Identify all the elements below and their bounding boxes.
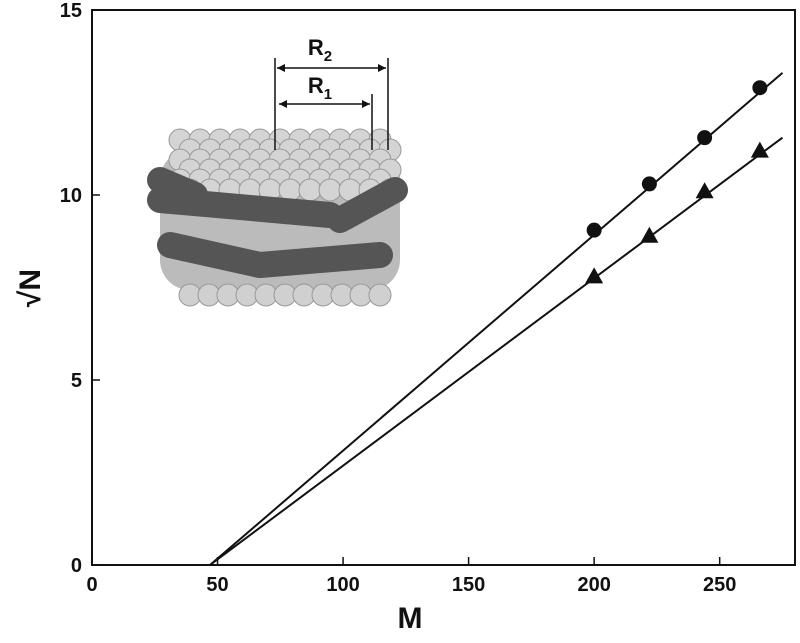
- x-tick-label: 100: [326, 574, 359, 596]
- x-tick-label: 150: [452, 574, 485, 596]
- arrowhead: [279, 100, 287, 108]
- arrowhead: [362, 100, 370, 108]
- lipid-head: [298, 178, 322, 202]
- arrowhead: [378, 64, 386, 72]
- fit-line: [209, 136, 784, 566]
- x-tick-label: 250: [703, 574, 736, 596]
- y-tick-label: 10: [60, 185, 82, 207]
- inset-illustration: [147, 58, 408, 307]
- x-axis-label: M: [398, 602, 423, 635]
- point: [640, 226, 659, 243]
- helix: [157, 232, 273, 278]
- inset-label: R1: [308, 73, 332, 103]
- label-base: R: [308, 35, 324, 60]
- x-tick-label: 200: [577, 574, 610, 596]
- x-tick-label: 50: [206, 574, 228, 596]
- point: [695, 182, 714, 199]
- helix: [247, 242, 393, 278]
- fit-line: [209, 72, 784, 566]
- point: [641, 176, 657, 192]
- label-sub: 1: [324, 86, 332, 103]
- point: [586, 222, 602, 238]
- lipid-head: [368, 283, 392, 307]
- arrowhead: [277, 64, 285, 72]
- helix: [327, 177, 408, 233]
- point: [585, 267, 604, 284]
- point: [697, 130, 713, 146]
- x-tick-label: 0: [86, 574, 97, 596]
- point: [752, 80, 768, 96]
- inset-label: R2: [308, 35, 332, 65]
- label-sub: 2: [324, 48, 332, 65]
- lipid-head: [318, 178, 342, 202]
- y-tick-label: 5: [71, 370, 82, 392]
- label-base: R: [308, 73, 324, 98]
- y-axis-label: √N: [14, 269, 47, 307]
- y-tick-label: 15: [60, 0, 82, 22]
- point: [750, 141, 769, 158]
- lipid-head: [278, 178, 302, 202]
- y-tick-label: 0: [71, 555, 82, 577]
- plot-frame: [91, 9, 796, 566]
- helix: [147, 167, 208, 208]
